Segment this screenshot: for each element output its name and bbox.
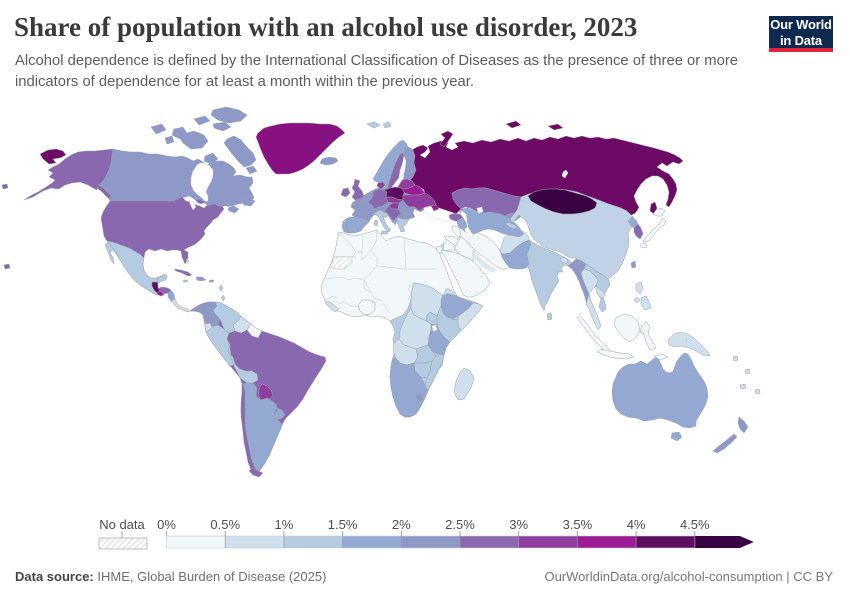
svg-text:1%: 1%: [275, 517, 294, 532]
svg-text:2.5%: 2.5%: [445, 517, 475, 532]
svg-text:4%: 4%: [627, 517, 646, 532]
svg-text:No data: No data: [99, 517, 145, 532]
svg-text:0%: 0%: [157, 517, 176, 532]
svg-text:3.5%: 3.5%: [563, 517, 593, 532]
svg-text:0.5%: 0.5%: [210, 517, 240, 532]
svg-text:4.5%: 4.5%: [680, 517, 710, 532]
svg-text:2%: 2%: [392, 517, 411, 532]
svg-text:3%: 3%: [509, 517, 528, 532]
svg-text:1.5%: 1.5%: [328, 517, 358, 532]
